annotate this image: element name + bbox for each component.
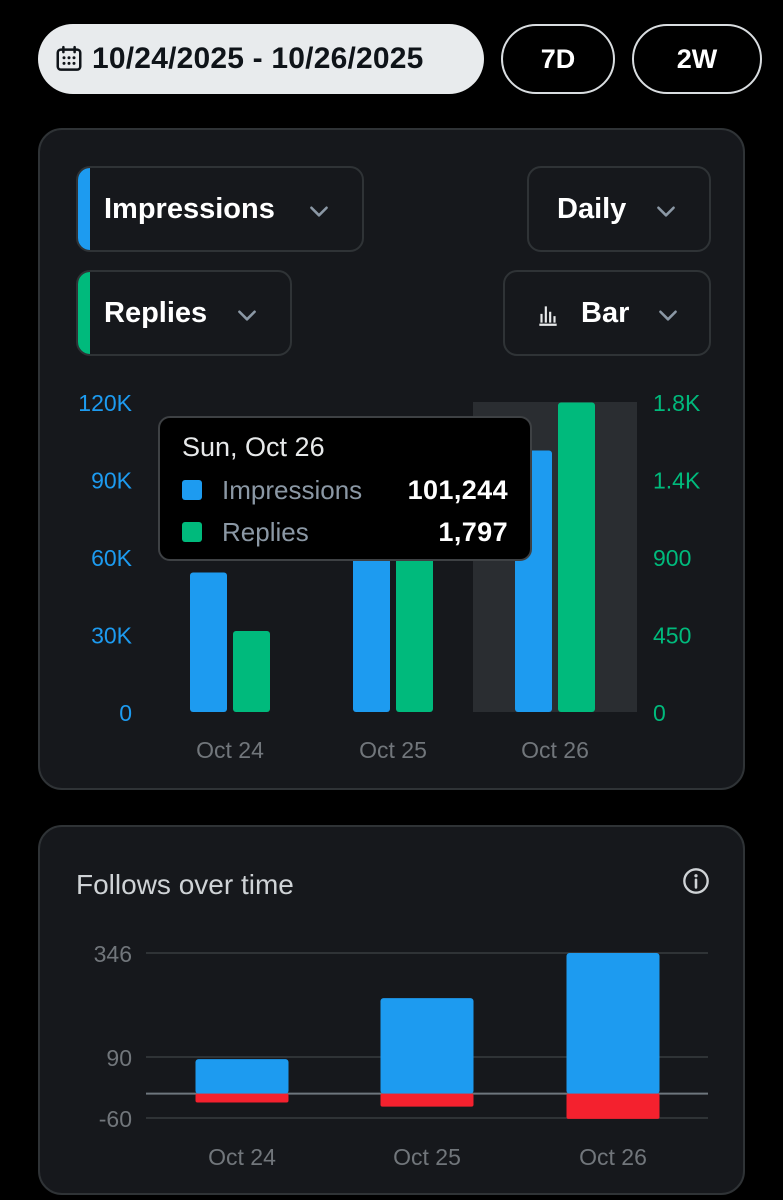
impressions-swatch — [182, 480, 202, 500]
date-range-bar: 10/24/2025 - 10/26/2025 7D 2W — [0, 24, 783, 94]
date-range-picker[interactable]: 10/24/2025 - 10/26/2025 — [38, 24, 484, 94]
x-tick-label: Oct 25 — [393, 1144, 461, 1170]
y-left-tick-label: 120K — [78, 390, 132, 416]
y-tick-label: 346 — [94, 941, 132, 967]
impressions-replies-chart[interactable]: 0 30K 60K 90K 120K 0 450 900 1.4K 1.8K Oct 24 Oct 2… — [40, 130, 743, 788]
y-left-tick-label: 0 — [119, 700, 132, 726]
primary-metric-label: Impressions — [104, 192, 275, 225]
chevron-down-icon — [657, 206, 675, 217]
range-2w-label: 2W — [676, 43, 718, 74]
x-tick-label: Oct 26 — [521, 737, 589, 763]
follows-title: Follows over time — [76, 869, 294, 900]
secondary-metric-label: Replies — [104, 296, 208, 329]
replies-bar — [396, 513, 433, 712]
y-right-tick-label: 450 — [653, 623, 691, 649]
follows-positive-bar — [566, 953, 660, 1094]
impressions-accent — [78, 168, 90, 250]
secondary-metric-select[interactable]: Replies — [76, 270, 292, 356]
x-tick-label: Oct 24 — [208, 1144, 276, 1170]
follows-negative-bar — [566, 1093, 660, 1119]
chevron-down-icon — [659, 310, 677, 321]
chart-type-label: Bar — [581, 296, 630, 329]
impressions-bar — [190, 572, 227, 712]
follows-negative-bar — [380, 1093, 474, 1107]
y-right-tick-label: 900 — [653, 545, 691, 571]
chart-type-select[interactable]: Bar — [503, 270, 711, 356]
tooltip-impressions-value: 101,244 — [407, 474, 508, 505]
interval-select[interactable]: Daily — [527, 166, 711, 252]
y-tick-label: 90 — [106, 1045, 132, 1071]
x-tick-label: Oct 25 — [359, 737, 427, 763]
chart-tooltip: Sun, Oct 26 Impressions 101,244 Replies … — [158, 416, 532, 561]
date-range-label: 10/24/2025 - 10/26/2025 — [92, 42, 424, 75]
tooltip-impressions-label: Impressions — [222, 474, 363, 505]
follows-positive-bar — [380, 998, 474, 1094]
replies-accent — [78, 272, 90, 354]
x-tick-label: Oct 24 — [196, 737, 264, 763]
y-left-tick-label: 90K — [91, 468, 133, 494]
info-icon[interactable] — [682, 867, 710, 895]
tooltip-row-replies: Replies 1,797 — [182, 511, 508, 553]
metrics-chart-card: Impressions Replies Daily Bar 0 30K 60K 90K… — [38, 128, 745, 790]
y-tick-label: -60 — [99, 1106, 132, 1132]
replies-swatch — [182, 522, 202, 542]
tooltip-replies-label: Replies — [222, 516, 309, 547]
range-7d-button[interactable]: 7D — [501, 24, 615, 94]
tooltip-row-impressions: Impressions 101,244 — [182, 469, 508, 511]
range-7d-label: 7D — [540, 43, 576, 74]
x-tick-label: Oct 26 — [579, 1144, 647, 1170]
y-right-tick-label: 1.4K — [653, 468, 701, 494]
y-left-tick-label: 60K — [91, 545, 133, 571]
chevron-down-icon — [310, 206, 328, 217]
calendar-icon — [56, 45, 82, 71]
y-left-tick-label: 30K — [91, 623, 133, 649]
range-2w-button[interactable]: 2W — [632, 24, 762, 94]
follows-negative-bar — [195, 1093, 289, 1103]
replies-bar — [558, 402, 595, 712]
replies-bar — [233, 631, 270, 712]
chevron-down-icon — [238, 310, 256, 321]
primary-metric-select[interactable]: Impressions — [76, 166, 364, 252]
tooltip-date: Sun, Oct 26 — [182, 432, 325, 462]
tooltip-replies-value: 1,797 — [438, 516, 508, 547]
follows-positive-bar — [195, 1059, 289, 1094]
interval-label: Daily — [557, 192, 627, 225]
follows-card: Follows over time -60 90 346 Oct 24 Oct 25 Oc… — [38, 825, 745, 1195]
bar-chart-icon — [539, 306, 557, 326]
follows-chart[interactable]: -60 90 346 Oct 24 Oct 25 Oct 26 — [40, 827, 743, 1193]
y-right-tick-label: 0 — [653, 700, 666, 726]
y-right-tick-label: 1.8K — [653, 390, 701, 416]
